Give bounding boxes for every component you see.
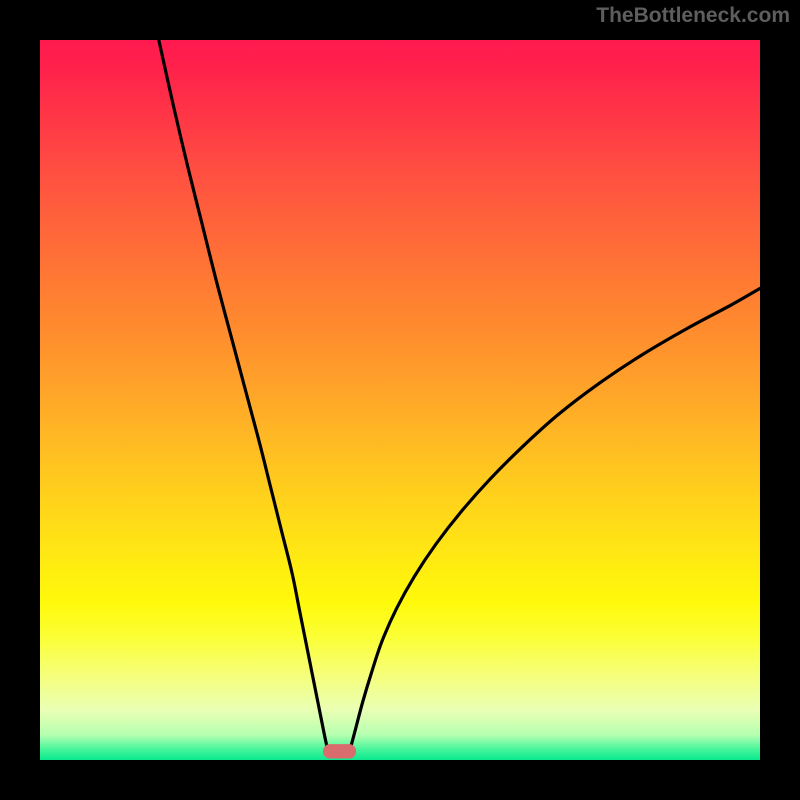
optimal-point-marker <box>323 744 356 758</box>
chart-stage: TheBottleneck.com <box>0 0 800 800</box>
bottleneck-chart <box>0 0 800 800</box>
chart-plot-area <box>40 40 760 760</box>
